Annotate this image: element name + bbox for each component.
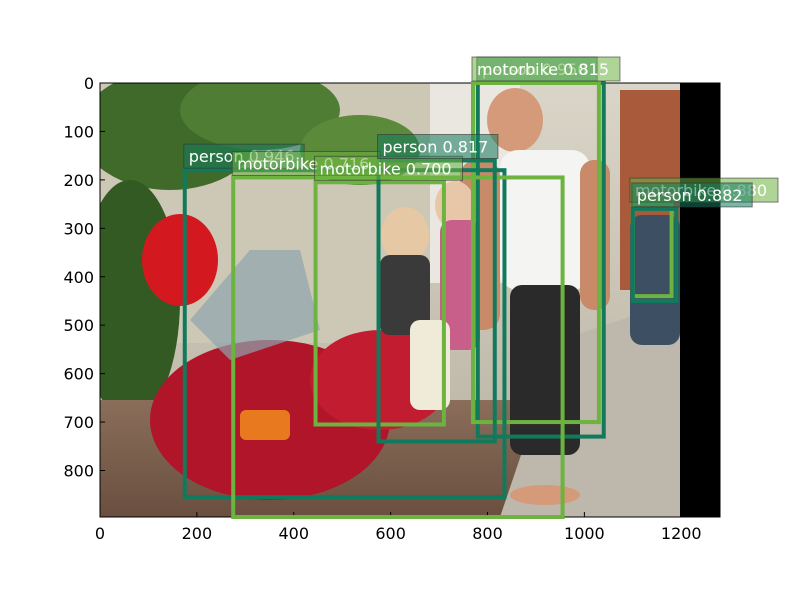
- x-tick-label: 800: [472, 524, 503, 543]
- y-tick-label: 400: [63, 268, 94, 287]
- y-tick-label: 300: [63, 219, 94, 238]
- motorbike-label-background: [314, 155, 464, 181]
- person-label-background: [377, 134, 499, 159]
- person-detection-label: person 0.882: [631, 182, 753, 208]
- x-tick-label: 200: [182, 524, 213, 543]
- motorbike-label-background: [471, 56, 621, 82]
- axis-ticks: 0 200 400 600 800 1000 1200 0 100 200 300 400 500 600…: [63, 74, 701, 543]
- y-tick-label: 800: [63, 462, 94, 481]
- y-tick-label: 200: [63, 171, 94, 190]
- person-detection-label: person 0.817: [377, 134, 499, 159]
- motorbike-label-text: motorbike 0.700: [320, 159, 452, 178]
- y-tick-label: 700: [63, 413, 94, 432]
- person-label-background: [631, 182, 753, 208]
- motorbike-detection-box: [470, 81, 601, 425]
- x-tick-label: 600: [375, 524, 406, 543]
- letterbox-black: [680, 83, 720, 517]
- motorbike-detection-label: motorbike 0.815: [471, 56, 621, 82]
- y-tick-label: 0: [84, 74, 94, 93]
- motorbike-detection-label: motorbike 0.700: [314, 155, 464, 181]
- x-tick-label: 400: [278, 524, 309, 543]
- person-label-text: person 0.817: [383, 138, 489, 157]
- y-tick-label: 100: [63, 122, 94, 141]
- motorbike-label-text: motorbike 0.815: [477, 60, 609, 79]
- person-label-text: person 0.882: [637, 186, 743, 205]
- person-detection-box: [630, 206, 679, 303]
- x-tick-label: 0: [95, 524, 105, 543]
- y-tick-label: 500: [63, 316, 94, 335]
- y-tick-label: 600: [63, 365, 94, 384]
- detection-boxes: [182, 81, 679, 519]
- x-tick-label: 1200: [661, 524, 702, 543]
- x-tick-label: 1000: [564, 524, 605, 543]
